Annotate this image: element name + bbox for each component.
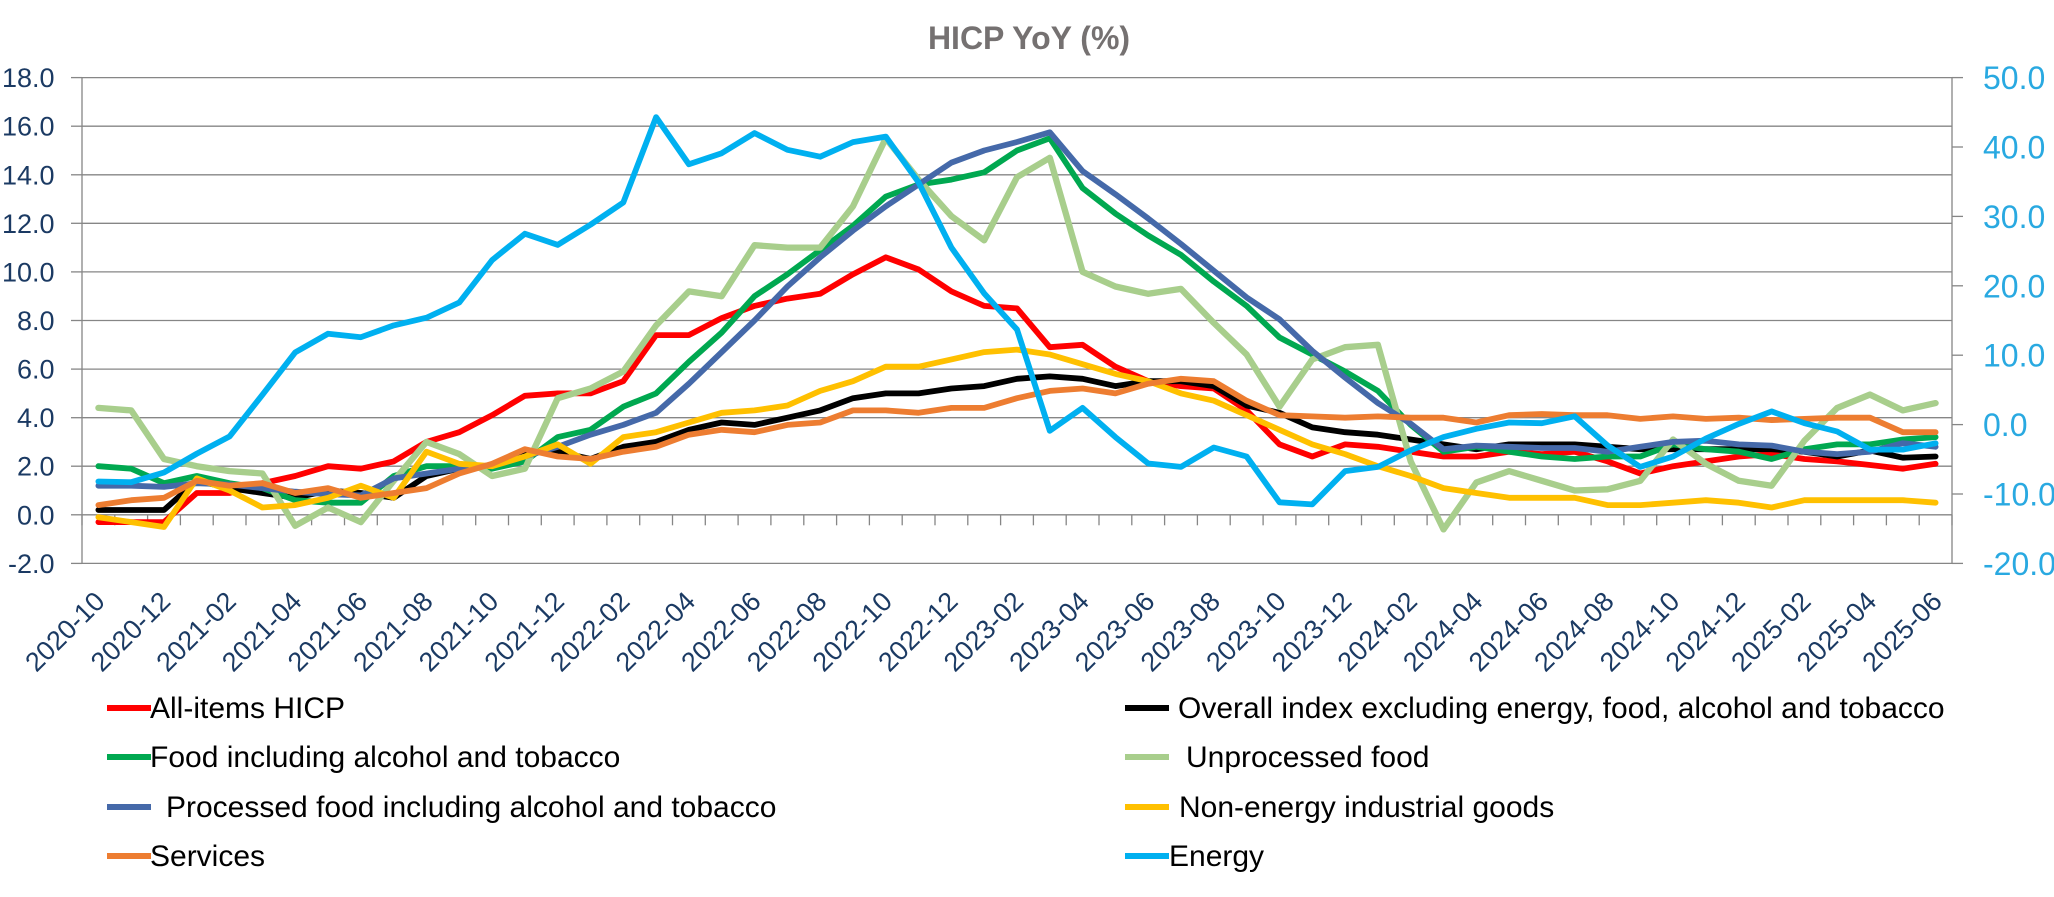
svg-text:14.0: 14.0 xyxy=(2,160,55,190)
svg-text:-20.0: -20.0 xyxy=(1983,546,2054,582)
svg-text:6.0: 6.0 xyxy=(17,355,55,385)
svg-text:18.0: 18.0 xyxy=(2,63,55,93)
svg-text:10.0: 10.0 xyxy=(1983,338,2045,374)
svg-text:30.0: 30.0 xyxy=(1983,199,2045,235)
svg-text:Overall index excluding energy: Overall index excluding energy, food, al… xyxy=(1178,692,1945,725)
svg-text:40.0: 40.0 xyxy=(1983,130,2045,166)
svg-text:Energy: Energy xyxy=(1169,840,1264,873)
svg-text:50.0: 50.0 xyxy=(1983,60,2045,96)
svg-text:0.0: 0.0 xyxy=(1983,407,2027,443)
svg-text:Services: Services xyxy=(150,840,265,873)
svg-text:20.0: 20.0 xyxy=(1983,268,2045,304)
svg-text:Processed food including alcoh: Processed food including alcohol and tob… xyxy=(166,791,776,824)
svg-text:-2.0: -2.0 xyxy=(8,549,55,579)
svg-text:Non-energy industrial goods: Non-energy industrial goods xyxy=(1179,791,1554,824)
svg-text:HICP YoY (%): HICP YoY (%) xyxy=(928,20,1130,56)
svg-text:16.0: 16.0 xyxy=(2,112,55,142)
svg-text:8.0: 8.0 xyxy=(17,306,55,336)
svg-text:2.0: 2.0 xyxy=(17,452,55,482)
svg-text:4.0: 4.0 xyxy=(17,403,55,433)
svg-text:Food including alcohol and tob: Food including alcohol and tobacco xyxy=(150,741,620,774)
svg-text:-10.0: -10.0 xyxy=(1983,477,2054,513)
svg-text:10.0: 10.0 xyxy=(2,257,55,287)
svg-text:Unprocessed food: Unprocessed food xyxy=(1186,741,1430,774)
svg-text:All-items HICP: All-items HICP xyxy=(150,692,345,725)
svg-text:12.0: 12.0 xyxy=(2,209,55,239)
svg-text:0.0: 0.0 xyxy=(17,500,55,530)
